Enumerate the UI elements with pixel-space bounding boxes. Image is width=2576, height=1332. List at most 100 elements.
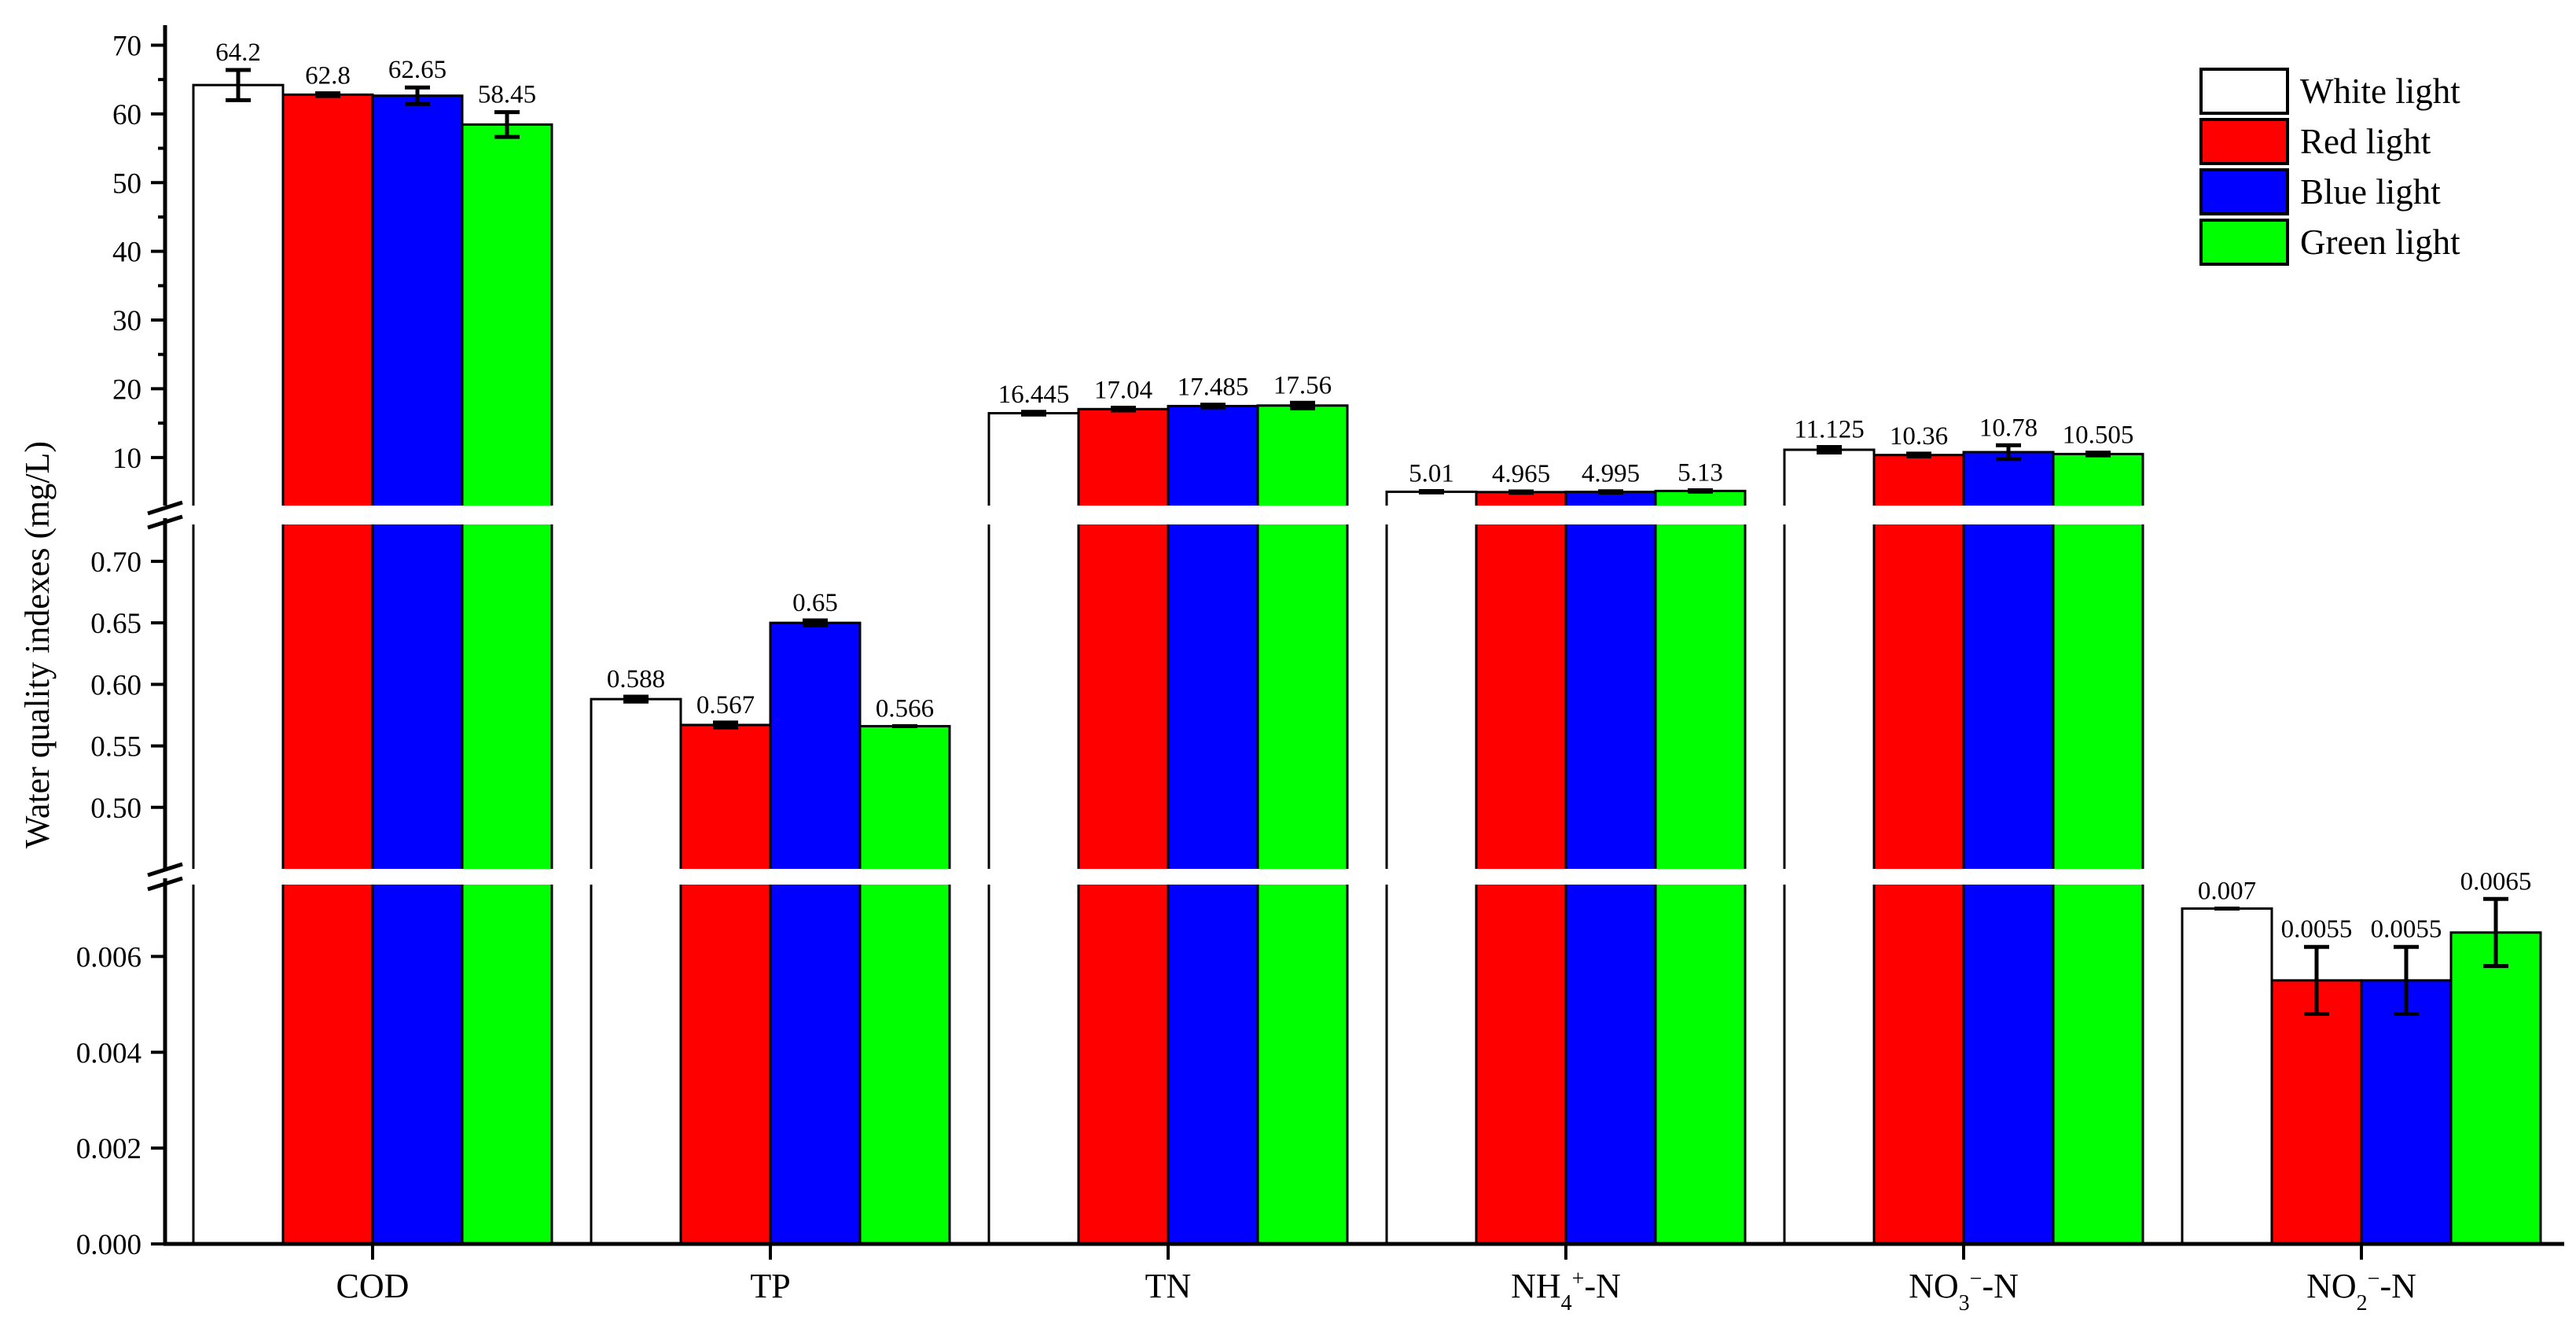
legend: White light Red light Blue light Green ligh… bbox=[2199, 68, 2460, 266]
error-bar bbox=[1598, 489, 1623, 495]
error-bars-layer bbox=[226, 68, 2508, 1017]
error-bar bbox=[405, 85, 430, 106]
error-bar bbox=[1419, 489, 1444, 495]
error-bar bbox=[2085, 451, 2111, 458]
axis-break-band bbox=[168, 869, 2567, 885]
data-label: 64.2 bbox=[215, 39, 261, 67]
axis-break-mark bbox=[147, 514, 183, 530]
y-tick-label: 0.50 bbox=[90, 793, 141, 825]
data-label: 5.01 bbox=[1409, 460, 1454, 488]
bar-TP-white-light bbox=[590, 697, 682, 1246]
bar-COD-white-light bbox=[192, 83, 285, 1246]
bar-NO3−-N-green-light bbox=[2052, 452, 2144, 1246]
data-label: 0.0065 bbox=[2460, 867, 2532, 896]
error-bar bbox=[713, 720, 738, 730]
y-tick-label: 0.002 bbox=[76, 1133, 141, 1165]
legend-swatch bbox=[2199, 219, 2289, 266]
data-label: 0.588 bbox=[607, 665, 665, 694]
data-label: 0.566 bbox=[876, 695, 934, 723]
bar-TP-red-light bbox=[679, 723, 772, 1246]
error-bar bbox=[2304, 944, 2329, 1017]
data-label: 62.65 bbox=[388, 56, 446, 84]
axis-break-band bbox=[168, 506, 2567, 524]
data-label: 0.567 bbox=[696, 691, 755, 719]
axis-break-mark bbox=[147, 876, 183, 892]
bar-TP-green-light bbox=[858, 725, 951, 1246]
bar-NO2−-N-red-light bbox=[2270, 979, 2363, 1246]
error-bar bbox=[226, 68, 251, 102]
data-label: 5.13 bbox=[1678, 459, 1723, 488]
data-label: 10.505 bbox=[2063, 421, 2134, 450]
legend-label: Red light bbox=[2300, 122, 2431, 161]
y-axis-label: Water quality indexes (mg/L) bbox=[18, 441, 57, 848]
bar-TN-white-light bbox=[987, 412, 1080, 1246]
bar-NH4+-N-red-light bbox=[1475, 491, 1567, 1246]
data-label: 58.45 bbox=[478, 81, 536, 109]
legend-swatch bbox=[2199, 68, 2289, 115]
bar-NH4+-N-blue-light bbox=[1564, 491, 1657, 1246]
y-tick-label: 50 bbox=[112, 167, 141, 200]
error-bar bbox=[315, 91, 340, 98]
bar-NO2−-N-green-light bbox=[2449, 931, 2542, 1246]
legend-swatch bbox=[2199, 168, 2289, 215]
error-bar bbox=[2483, 896, 2508, 969]
x-category-label: TN bbox=[1145, 1267, 1192, 1305]
y-tick-label: 60 bbox=[112, 99, 141, 131]
error-bar bbox=[1021, 410, 1046, 417]
x-category-label: NO3−-N bbox=[1909, 1267, 2019, 1315]
axis-break-mark bbox=[147, 862, 183, 878]
data-label: 10.36 bbox=[1890, 422, 1948, 451]
y-tick-label: 40 bbox=[112, 237, 141, 269]
data-label: 17.04 bbox=[1094, 377, 1152, 405]
bar-COD-green-light bbox=[461, 123, 553, 1246]
data-label: 0.65 bbox=[792, 589, 838, 617]
bar-NH4+-N-green-light bbox=[1654, 489, 1747, 1246]
data-labels-layer: 64.2 62.8 62.65 58.45 0.588 0.567 0.65 0.566 16.… bbox=[215, 39, 2531, 944]
y-tick-label: 20 bbox=[112, 373, 141, 406]
error-bar bbox=[1508, 489, 1534, 495]
data-label: 0.0055 bbox=[2281, 915, 2353, 944]
x-category-label: TP bbox=[750, 1267, 790, 1305]
y-tick-label: 0.60 bbox=[90, 669, 141, 701]
data-label: 17.56 bbox=[1273, 371, 1332, 399]
data-label: 11.125 bbox=[1794, 415, 1865, 443]
bar-TN-green-light bbox=[1256, 404, 1349, 1246]
legend-swatch bbox=[2199, 118, 2289, 165]
bar-NO3−-N-white-light bbox=[1783, 448, 1876, 1246]
y-tick-label: 0.55 bbox=[90, 731, 141, 764]
x-category-label: COD bbox=[336, 1267, 410, 1305]
x-category-label: NO2−-N bbox=[2306, 1267, 2416, 1315]
y-tick-label: 0.004 bbox=[76, 1037, 141, 1069]
legend-label: Blue light bbox=[2300, 172, 2441, 212]
data-label: 10.78 bbox=[1979, 414, 2038, 442]
error-bar bbox=[803, 618, 828, 627]
bar-NO2−-N-white-light bbox=[2181, 907, 2273, 1246]
bar-COD-red-light bbox=[281, 93, 374, 1246]
axis-break-mark bbox=[147, 500, 183, 516]
data-label: 62.8 bbox=[305, 62, 351, 90]
legend-label: Green light bbox=[2300, 223, 2460, 262]
error-bar bbox=[494, 110, 520, 139]
error-bar bbox=[1290, 400, 1315, 410]
y-tick-label: 30 bbox=[112, 305, 141, 337]
data-label: 0.0055 bbox=[2371, 915, 2442, 944]
error-bar bbox=[1906, 451, 1931, 458]
y-tick-label: 0.006 bbox=[76, 941, 141, 973]
y-tick-label: 70 bbox=[112, 30, 141, 62]
y-tick-label: 10 bbox=[112, 443, 141, 475]
error-bar bbox=[1817, 444, 1842, 454]
bar-NO2−-N-blue-light bbox=[2360, 979, 2453, 1246]
legend-label: White light bbox=[2300, 72, 2460, 111]
error-bar bbox=[1996, 443, 2021, 462]
data-label: 4.995 bbox=[1582, 460, 1640, 488]
bar-TN-red-light bbox=[1077, 407, 1170, 1246]
axis-break-gaps bbox=[168, 506, 2567, 885]
error-bar bbox=[1111, 406, 1136, 413]
bar-NO3−-N-blue-light bbox=[1962, 451, 2055, 1246]
bars-layer bbox=[192, 83, 2542, 1246]
axes-layer: 0.000 0.002 0.004 0.006 0.50 0.55 0.60 0.65 0.70… bbox=[76, 25, 2564, 1315]
x-category-label: NH4+-N bbox=[1511, 1267, 1621, 1315]
data-label: 4.965 bbox=[1492, 460, 1550, 488]
error-bar bbox=[1200, 403, 1226, 410]
